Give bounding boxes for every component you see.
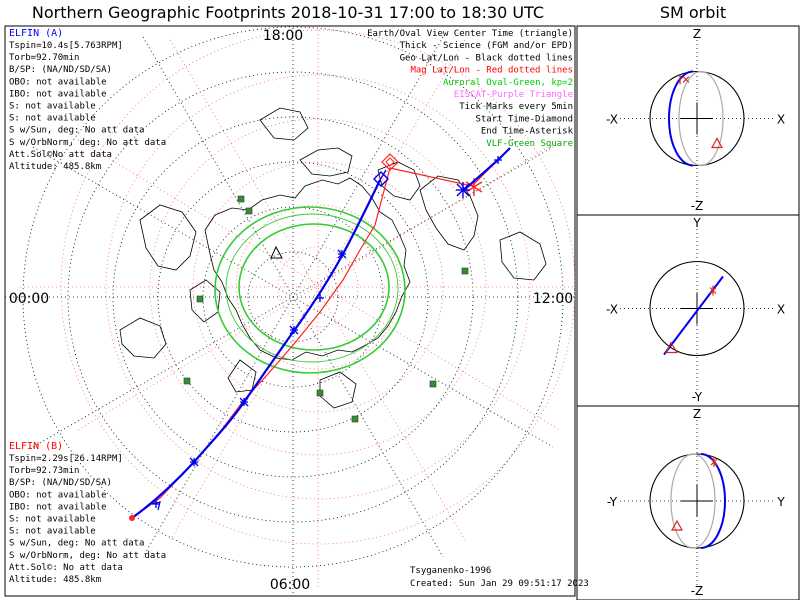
orbit-elfin-a [129,147,511,521]
legend-entry: Tick Marks every 5min [459,102,573,112]
elfin-b-info-line: S: not available [9,527,96,537]
axis-label-bottom: -Z [691,199,704,213]
legend-entry: Thick - Science (FGM and/or EPD) [400,41,573,51]
axis-label-bottom: -Z [691,584,704,598]
axis-label-right: X [777,303,785,317]
geo-latlon-grid [5,26,575,596]
elfin-b-info-line: S w/OrbNorm, deg: No att data [9,551,166,561]
clock-label-top: 18:00 [263,28,303,44]
legend-entry: Auroral Oval-Green, kp=2 [443,78,573,88]
auroral-oval [214,206,406,374]
legend-entry: Geo Lat/Lon - Black dotted lines [400,53,573,63]
map-frame [4,25,576,597]
elfin-b-name: ELFIN (B) [9,441,63,452]
coastlines [119,107,547,409]
elfin-a-info-line: S: not available [9,114,96,124]
legend-entry: VLF-Green Square [486,139,573,149]
figure-title: Northern Geographic Footprints 2018-10-3… [32,3,544,22]
vlf-square [316,389,324,397]
vlf-square [237,195,245,203]
eiscat-triangle [270,245,283,259]
view-center-triangle [710,137,724,149]
legend-entry: Start Time-Diamond [475,114,573,124]
elfin-b-info-line: B/SP: (NA/ND/SD/SA) [9,478,112,488]
clock-label-bottom: 06:00 [270,577,310,593]
clock-label-right: 12:00 [533,291,573,307]
vlf-square [196,295,204,303]
map-legend: Earth/Oval View Center Time (triangle) Th… [367,29,573,149]
clock-label-left: 00:00 [9,291,49,307]
side-title: SM orbit [660,3,726,22]
axis-label-left: -X [606,113,618,127]
end-asterisk [710,457,718,467]
vlf-square [351,415,359,423]
elfin-b-info-line: S: not available [9,515,96,525]
vlf-square [461,267,469,275]
vlf-square [245,207,253,215]
elfin-b-info-line: OBO: not available [9,490,107,500]
earth-circle [649,260,745,357]
view-center-triangle [665,341,679,354]
elfin-a-end-asterisk [456,182,470,198]
elfin-a-info-line: S w/OrbNorm, deg: No att data [9,138,166,148]
elfin-b-info-line: Tspin=2.29s[26.14RPM] [9,454,123,464]
panel-frame [576,405,800,600]
elfin-a-info-line: Torb=92.70min [9,53,79,63]
earth-circle [649,453,745,549]
sm-orbit-panel: Z -Z -X X [576,25,800,216]
elfin-b-start-diamond-inner [385,157,395,167]
elfin-a-info-line: S w/Sun, deg: No att data [9,126,144,136]
legend-entry: EISCAT-Purple Triangle [454,90,573,100]
elfin-b-info-line: S w/Sun, deg: No att data [9,539,144,549]
sm-orbit-panel: Z -Z -Y Y [576,405,800,600]
axis-label-right: X [777,113,785,127]
elfin-a-tick-marks [151,156,502,511]
elfin-b-info-line: Altitude: 485.8km [9,575,101,585]
earth-circle [649,70,745,167]
elfin-b-start-diamond [381,153,399,171]
axis-label-left: -Y [607,495,618,509]
axis-label-right: Y [776,495,785,509]
model-credit: Tsyganenko-1996 [410,566,491,576]
orbit-track [668,70,694,167]
sm-orbit-panel: Y -Y -X X [576,214,800,407]
end-asterisk [709,285,717,296]
elfin-a-info-line: S: not available [9,102,96,112]
elfin-a-info: Tspin=10.4s[5.763RPM] Torb=92.70min B/SP: … [9,41,166,172]
elfin-a-info-line: Tspin=10.4s[5.763RPM] [9,41,123,51]
axis-label-top: Y [692,216,701,230]
elfin-b-info-line: Torb=92.73min [9,466,79,476]
orbit-track [700,453,726,549]
elfin-a-info-line: IBO: not available [9,89,107,99]
elfin-a-info-line: Altitude: 485.8km [9,162,101,172]
vlf-square [183,377,191,385]
elfin-a-name: ELFIN (A) [9,28,63,39]
elfin-b-info-line: Att.Sol©: No att data [9,563,123,573]
legend-entry: End Time-Asterisk [481,127,574,137]
elfin-a-start-diamond [373,171,389,187]
elfin-a-info-line: B/SP: (NA/ND/SD/SA) [9,65,112,75]
orbit-track [663,275,724,356]
axis-label-top: Z [693,407,701,421]
elfin-b-info: Tspin=2.29s[26.14RPM] Torb=92.73min B/SP: … [9,454,166,585]
sm-orbit-panels: Z -Z -X X Y -Y -X X Z -Z -Y Y [576,25,800,600]
mag-latlon-grid [20,29,575,590]
vlf-stations [183,195,469,423]
axis-label-left: -X [606,303,618,317]
view-center-triangle [670,519,684,531]
axis-label-top: Z [693,27,701,41]
elfin-a-info-line: OBO: not available [9,77,107,87]
elfin-b-info-line: IBO: not available [9,502,107,512]
vlf-square [429,380,437,388]
legend-entry: Mag Lat/Lon - Red dotted lines [410,66,573,76]
end-asterisk [679,74,690,85]
elfin-a-info-line: Att.Sol©No att data [9,150,112,160]
legend-entry: Earth/Oval View Center Time (triangle) [367,29,573,39]
created-timestamp: Created: Sun Jan 29 09:51:17 2023 [410,579,589,589]
axis-label-bottom: -Y [692,390,703,404]
